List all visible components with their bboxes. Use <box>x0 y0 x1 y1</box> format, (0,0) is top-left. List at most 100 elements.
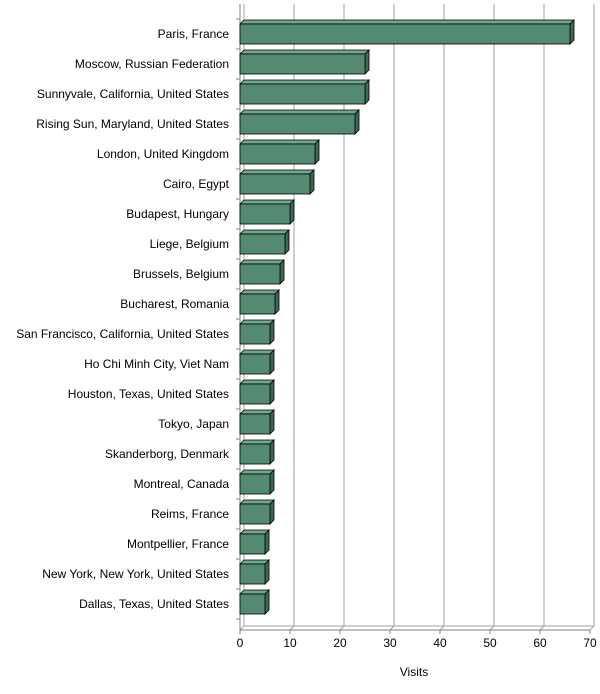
bar-side-face <box>269 409 275 435</box>
x-tick-label: 60 <box>533 636 547 650</box>
bar <box>239 109 360 135</box>
bar <box>239 169 315 195</box>
bars <box>239 19 575 615</box>
bar <box>239 229 290 255</box>
bar <box>239 559 270 585</box>
bar-top-face <box>239 199 295 205</box>
bar <box>239 379 275 405</box>
grid-floor-line <box>589 625 595 631</box>
bar-top-face <box>239 49 370 55</box>
bar-front-face <box>239 23 571 45</box>
bar-side-face <box>289 199 295 225</box>
bar <box>239 49 370 75</box>
bar-side-face <box>314 139 320 165</box>
x-tick-label: 20 <box>333 636 347 650</box>
bar-front-face <box>239 413 271 435</box>
bar-top-face <box>239 589 270 595</box>
category-label: Montpellier, France <box>127 537 229 551</box>
x-tick-label: 10 <box>283 636 297 650</box>
bar-side-face <box>309 169 315 195</box>
bar-side-face <box>264 559 270 585</box>
bar-side-face <box>354 109 360 135</box>
bar-top-face <box>239 349 275 355</box>
category-label: Skanderborg, Denmark <box>105 447 230 461</box>
category-label: Paris, France <box>158 27 230 41</box>
bar-top-face <box>239 379 275 385</box>
bar <box>239 469 275 495</box>
bar <box>239 349 275 375</box>
bar <box>239 529 270 555</box>
x-tick-label: 0 <box>237 636 244 650</box>
grid-floor-line <box>339 625 345 631</box>
grid-floor-line <box>389 625 395 631</box>
bar <box>239 19 575 45</box>
bar-side-face <box>269 319 275 345</box>
category-label: Houston, Texas, United States <box>68 387 229 401</box>
x-tick-label: 40 <box>433 636 447 650</box>
category-label: London, United Kingdom <box>97 147 229 161</box>
bar-top-face <box>239 19 575 25</box>
grid-lines <box>239 4 595 631</box>
grid-floor-line <box>539 625 545 631</box>
bar-top-face <box>239 499 275 505</box>
grid-floor-line <box>239 625 245 631</box>
bar-top-face <box>239 259 285 265</box>
grid-floor-line <box>289 625 295 631</box>
bar <box>239 139 320 165</box>
category-label: Liege, Belgium <box>150 237 229 251</box>
bar-side-face <box>279 259 285 285</box>
category-label: Dallas, Texas, United States <box>79 597 229 611</box>
bar-top-face <box>239 109 360 115</box>
bar-top-face <box>239 139 320 145</box>
bar-top-face <box>239 529 270 535</box>
x-axis-title: Visits <box>400 665 428 679</box>
category-label: Montreal, Canada <box>134 477 230 491</box>
bar-front-face <box>239 173 311 195</box>
category-label: Ho Chi Minh City, Viet Nam <box>84 357 229 371</box>
category-label: Cairo, Egypt <box>163 177 230 191</box>
bar-side-face <box>269 439 275 465</box>
bar-front-face <box>239 383 271 405</box>
bar-top-face <box>239 439 275 445</box>
category-label: Brussels, Belgium <box>133 267 229 281</box>
bar-top-face <box>239 409 275 415</box>
grid-floor-line <box>439 625 445 631</box>
bar-front-face <box>239 563 266 585</box>
bar-top-face <box>239 289 280 295</box>
bar-front-face <box>239 83 366 105</box>
bar <box>239 259 285 285</box>
category-label: Reims, France <box>151 507 229 521</box>
category-label: Moscow, Russian Federation <box>75 57 229 71</box>
category-label: Bucharest, Romania <box>120 297 229 311</box>
bar <box>239 319 275 345</box>
bar-top-face <box>239 79 370 85</box>
bar-front-face <box>239 473 271 495</box>
bar-front-face <box>239 113 356 135</box>
bar <box>239 289 280 315</box>
bar-front-face <box>239 53 366 75</box>
bar-side-face <box>364 49 370 75</box>
category-labels: Paris, France Moscow, Russian Federation S… <box>16 27 230 611</box>
bar-front-face <box>239 143 316 165</box>
bar <box>239 589 270 615</box>
bar-top-face <box>239 469 275 475</box>
category-label: Sunnyvale, California, United States <box>37 87 229 101</box>
bar-side-face <box>284 229 290 255</box>
bar-side-face <box>569 19 575 45</box>
bar-front-face <box>239 443 271 465</box>
x-tick-labels: 0 10 20 30 40 50 60 70 <box>237 636 597 650</box>
bar-front-face <box>239 353 271 375</box>
category-label: New York, New York, United States <box>42 567 229 581</box>
bar-side-face <box>264 529 270 555</box>
bar-top-face <box>239 559 270 565</box>
bar-side-face <box>264 589 270 615</box>
bar-side-face <box>269 499 275 525</box>
x-tick-label: 30 <box>383 636 397 650</box>
x-tick-label: 50 <box>483 636 497 650</box>
bar-front-face <box>239 323 271 345</box>
axes <box>236 4 591 634</box>
bar-side-face <box>269 379 275 405</box>
category-label: Tokyo, Japan <box>158 417 229 431</box>
bar-front-face <box>239 503 271 525</box>
